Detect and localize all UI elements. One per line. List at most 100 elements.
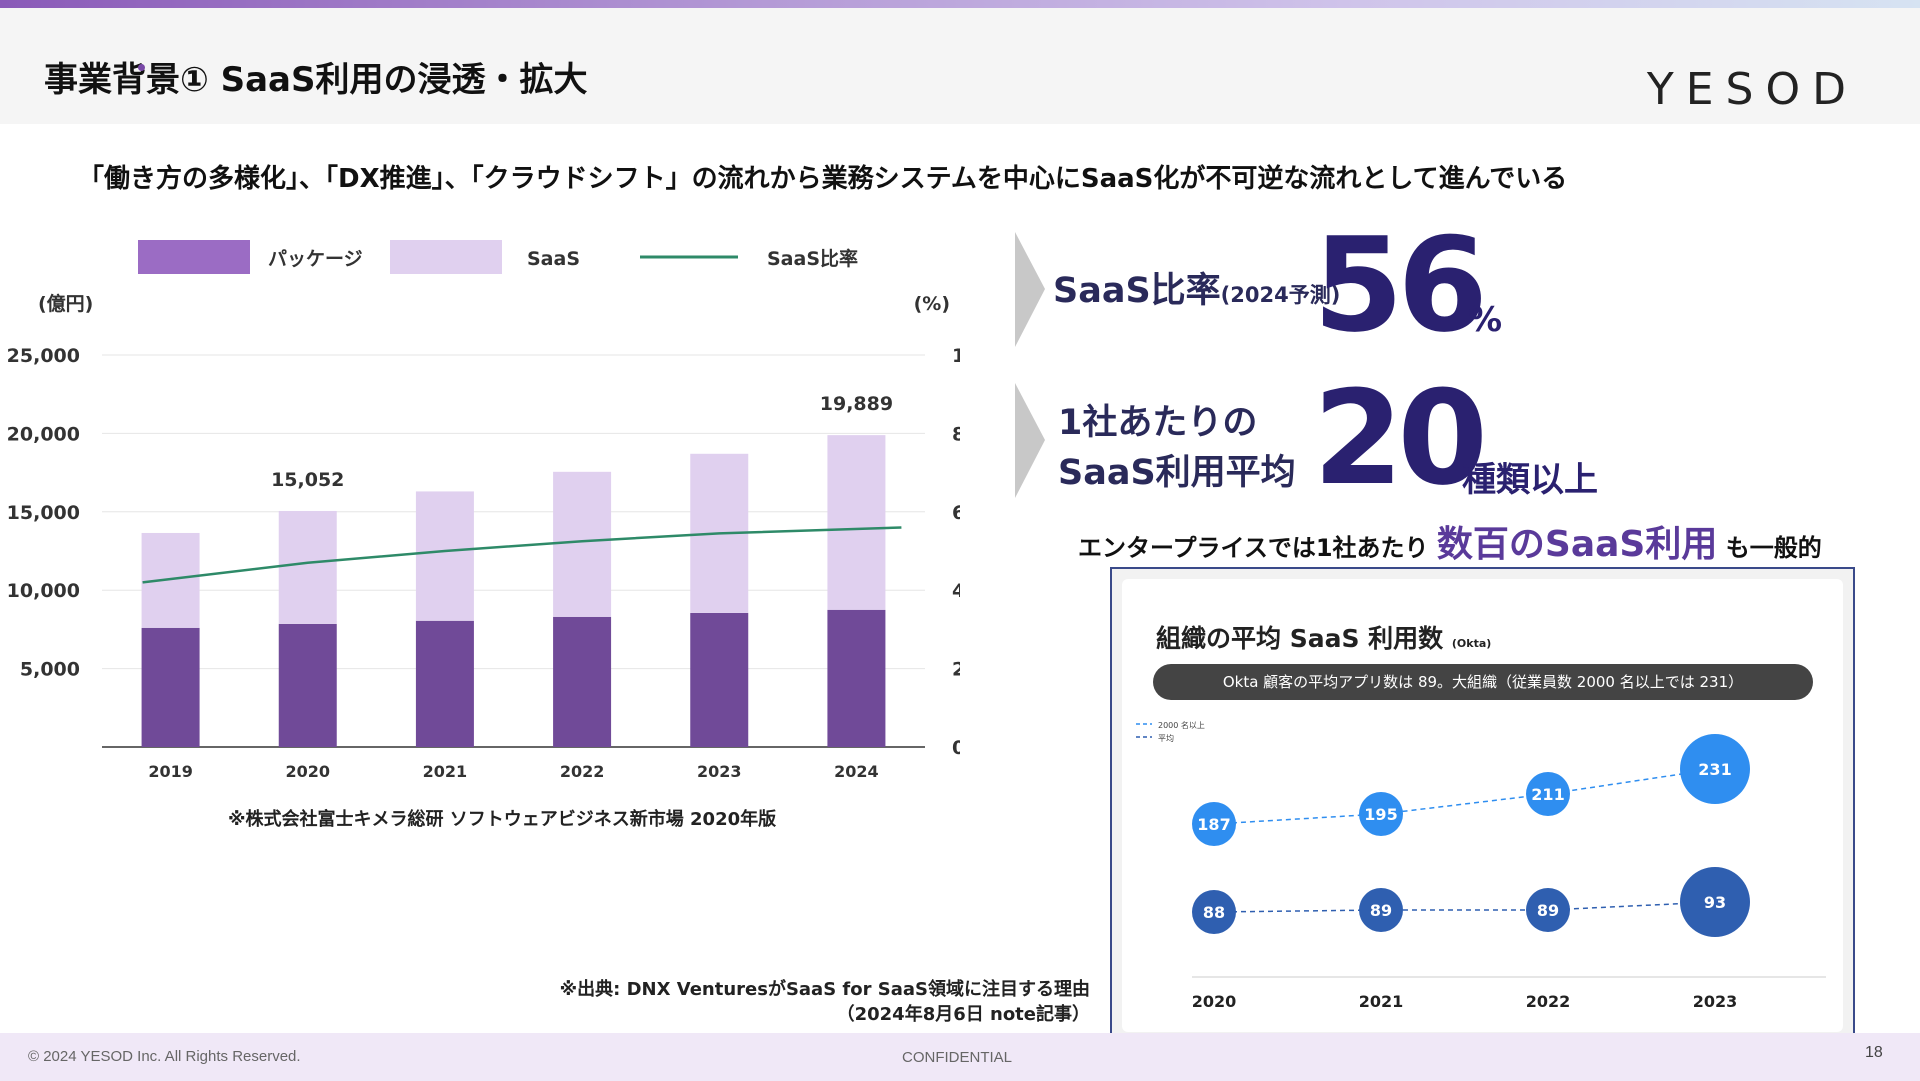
okta-bubble-label: 89: [1370, 901, 1392, 920]
citation-line2: （2024年8月6日 note記事）: [836, 1004, 1090, 1025]
logo-dot-icon: [138, 64, 145, 71]
okta-x-label: 2021: [1359, 992, 1404, 1011]
legend-saas-swatch: [390, 240, 502, 274]
x-tick-label: 2021: [423, 762, 468, 781]
okta-title-sub: (Okta): [1451, 637, 1492, 650]
okta-title-text: 組織の平均 SaaS 利用数: [1156, 624, 1444, 653]
bar-package: [141, 627, 200, 747]
bar-saas: [278, 510, 337, 624]
okta-card: 組織の平均 SaaS 利用数 (Okta) Okta 顧客の平均アプリ数は 89…: [1122, 579, 1843, 1032]
market-chart: パッケージ SaaS SaaS比率 (億円) (%) 5,000 10,000 15…: [0, 220, 992, 840]
okta-bubble: [1526, 772, 1570, 816]
okta-bubble: [1526, 888, 1570, 932]
okta-x-label: 2023: [1693, 992, 1738, 1011]
header: 事業背景① SaaS利用の浸透・拡大 YESOD: [0, 8, 1920, 124]
okta-bubble-label: 89: [1537, 901, 1559, 920]
y2-tick-label: 60: [952, 502, 960, 524]
okta-x-label: 2022: [1526, 992, 1571, 1011]
okta-summary-pill: Okta 顧客の平均アプリ数は 89。大組織（従業員数 2000 名以上では 2…: [1153, 664, 1813, 700]
okta-chart-svg: 2000 名以上 平均 187 195 211 231 88 89 89 93 2020 2021…: [1136, 720, 1826, 1011]
y-tick-label: 15,000: [7, 502, 80, 524]
bar-package: [278, 623, 337, 747]
bar-saas: [827, 435, 886, 610]
okta-bubble: [1192, 802, 1236, 846]
per-company-label-line2: SaaS利用平均: [1058, 453, 1296, 493]
x-tick-label: 2019: [148, 762, 193, 781]
y-tick-label: 20,000: [7, 423, 80, 445]
citation-line1: ※出典: DNX VenturesがSaaS for SaaS領域に注目する理由: [559, 979, 1090, 1000]
bar-saas: [553, 471, 612, 617]
chevron-1-icon: [1015, 232, 1045, 347]
legend-package-label: パッケージ: [268, 248, 363, 270]
legend-ratio-label: SaaS比率: [767, 247, 858, 270]
enterprise-note: エンタープライスでは1社あたり 数百のSaaS利用 も一般的: [1078, 515, 1822, 567]
saas-ratio-value: 56: [1313, 209, 1488, 361]
per-company-label: 1社あたりの SaaS利用平均: [1058, 398, 1296, 498]
okta-bubble-label: 195: [1364, 805, 1397, 824]
x-tick-label: 2020: [285, 762, 330, 781]
per-company-unit: 種類以上: [1462, 460, 1598, 500]
page-title: 事業背景① SaaS利用の浸透・拡大: [44, 60, 588, 100]
x-tick-label: 2024: [834, 762, 879, 781]
okta-bubble-label: 211: [1531, 785, 1564, 804]
y-tick-label: 5,000: [20, 659, 80, 681]
bar-package: [827, 609, 886, 747]
okta-series-line: [1213, 901, 1716, 913]
citation: ※出典: DNX VenturesがSaaS for SaaS領域に注目する理由…: [560, 977, 1090, 1027]
y-tick-label: 25,000: [7, 345, 80, 367]
saas-ratio-label-text: SaaS比率: [1053, 271, 1221, 311]
data-label: 15,052: [271, 469, 344, 491]
bar-package: [690, 612, 749, 747]
yesod-logo: YESOD: [1646, 64, 1858, 115]
data-label: 19,889: [820, 393, 893, 415]
x-tick-label: 2023: [697, 762, 742, 781]
okta-bubble-label: 93: [1704, 893, 1726, 912]
okta-bubble-label: 88: [1203, 903, 1225, 922]
page-number: 18: [1865, 1044, 1883, 1061]
legend-package-swatch: [138, 240, 250, 274]
y-tick-label: 10,000: [7, 580, 80, 602]
saas-ratio-label: SaaS比率(2024予測): [1053, 262, 1340, 313]
saas-ratio-unit: %: [1468, 300, 1503, 340]
top-gradient-bar: [0, 0, 1920, 8]
enterprise-note-pre: エンタープライスでは1社あたり: [1078, 534, 1429, 562]
okta-series-line: [1213, 768, 1716, 825]
per-company-value: 20: [1313, 362, 1488, 514]
enterprise-note-highlight: 数百のSaaS利用: [1436, 524, 1718, 565]
saas-ratio-line: [142, 526, 902, 584]
footer: [0, 1033, 1920, 1081]
bar-package: [553, 616, 612, 747]
market-chart-svg: パッケージ SaaS SaaS比率 (億円) (%) 5,000 10,000 15…: [7, 240, 992, 781]
left-axis-unit: (億円): [38, 292, 93, 315]
y2-tick-label: 80: [952, 423, 960, 445]
okta-panel: 組織の平均 SaaS 利用数 (Okta) Okta 顧客の平均アプリ数は 89…: [1110, 567, 1855, 1074]
okta-bubble: [1680, 734, 1750, 804]
per-company-label-line1: 1社あたりの: [1058, 403, 1258, 443]
subheading: 「働き方の多様化」、「DX推進」、「クラウドシフト」の流れから業務システムを中心…: [78, 164, 1568, 194]
y2-tick-label: 20: [952, 659, 960, 681]
copyright: © 2024 YESOD Inc. All Rights Reserved.: [28, 1048, 301, 1065]
bar-saas: [415, 491, 474, 621]
right-axis-unit: (%): [914, 293, 950, 315]
okta-bubble: [1359, 792, 1403, 836]
confidential-label: CONFIDENTIAL: [902, 1049, 1013, 1066]
y2-tick-label: 100: [952, 345, 960, 367]
okta-legend-large-label: 2000 名以上: [1158, 720, 1205, 730]
okta-x-label: 2020: [1192, 992, 1237, 1011]
legend-saas-label: SaaS: [527, 248, 580, 270]
okta-bubble: [1680, 867, 1750, 937]
enterprise-note-post: も一般的: [1725, 534, 1822, 562]
saas-ratio-sublabel: (2024予測): [1220, 283, 1341, 307]
y2-tick-label: 40: [952, 580, 960, 602]
okta-bubble-label: 231: [1698, 760, 1731, 779]
okta-title: 組織の平均 SaaS 利用数 (Okta): [1156, 619, 1491, 655]
okta-bubble: [1359, 888, 1403, 932]
bar-package: [415, 620, 474, 747]
okta-legend-avg-label: 平均: [1158, 733, 1174, 743]
okta-bubble-label: 187: [1197, 815, 1230, 834]
y2-tick-label: 0: [952, 737, 960, 759]
chevron-2-icon: [1015, 383, 1045, 498]
x-tick-label: 2022: [560, 762, 605, 781]
chart-source-note: ※株式会社富士キメラ総研 ソフトウェアビジネス新市場 2020年版: [228, 809, 777, 830]
okta-bubble: [1192, 890, 1236, 934]
